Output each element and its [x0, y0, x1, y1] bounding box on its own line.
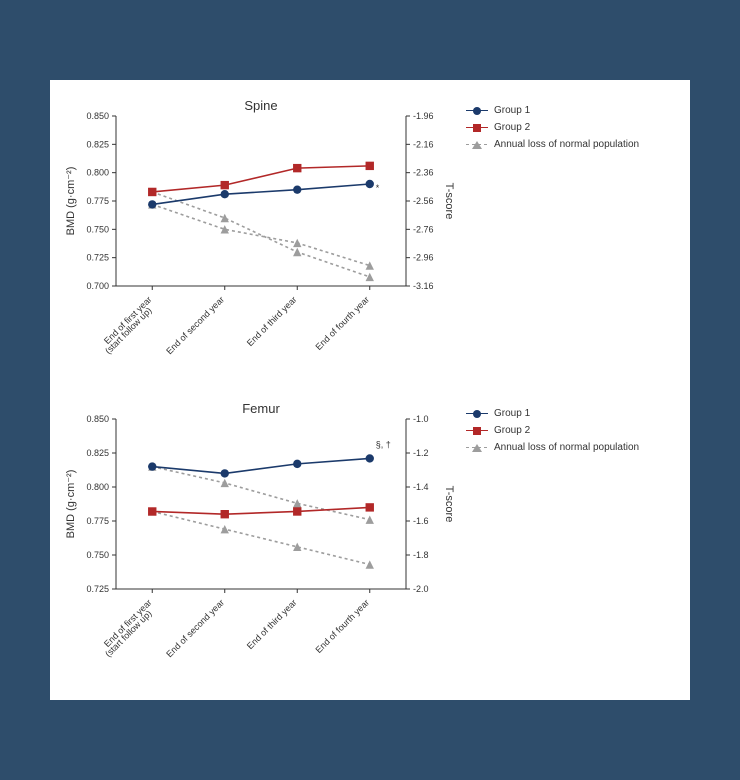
svg-text:-3.16: -3.16 — [413, 281, 434, 291]
svg-text:End of first year: End of first year — [102, 294, 154, 346]
svg-text:End of third year: End of third year — [245, 597, 299, 651]
legend-label: Group 1 — [494, 102, 530, 119]
svg-text:-1.0: -1.0 — [413, 414, 429, 424]
svg-text:-1.96: -1.96 — [413, 111, 434, 121]
svg-text:BMD (g·cm⁻²): BMD (g·cm⁻²) — [65, 470, 77, 539]
svg-text:*: * — [376, 183, 380, 193]
legend-label: Annual loss of normal population — [494, 439, 639, 456]
svg-text:-2.36: -2.36 — [413, 168, 434, 178]
svg-text:0.825: 0.825 — [86, 139, 109, 149]
svg-text:End of second year: End of second year — [164, 597, 226, 659]
svg-text:0.750: 0.750 — [86, 224, 109, 234]
svg-text:Spine: Spine — [244, 98, 277, 113]
legend-label: Annual loss of normal population — [494, 136, 639, 153]
svg-text:-1.2: -1.2 — [413, 448, 429, 458]
chart-spine: Spine 0.700 0.725 0.750 0.775 0.800 0.825 0.850… — [60, 94, 456, 369]
legend-item-group2: Group 2 — [466, 119, 639, 136]
svg-text:End of first year: End of first year — [102, 597, 154, 649]
legend-item-group1: Group 1 — [466, 405, 639, 422]
svg-text:0.750: 0.750 — [86, 550, 109, 560]
figure-panel: Spine 0.700 0.725 0.750 0.775 0.800 0.825 0.850… — [50, 80, 690, 700]
svg-text:-2.96: -2.96 — [413, 253, 434, 263]
legend-item-group2: Group 2 — [466, 422, 639, 439]
legend-label: Group 2 — [494, 422, 530, 439]
legend-item-annual: Annual loss of normal population — [466, 136, 639, 153]
legend-label: Group 1 — [494, 405, 530, 422]
legend-item-group1: Group 1 — [466, 102, 639, 119]
svg-text:-2.16: -2.16 — [413, 139, 434, 149]
svg-text:0.850: 0.850 — [86, 414, 109, 424]
svg-text:0.725: 0.725 — [86, 253, 109, 263]
svg-text:End of fourth year: End of fourth year — [314, 294, 372, 352]
svg-text:End of second year: End of second year — [164, 294, 226, 356]
legend-item-annual: Annual loss of normal population — [466, 439, 639, 456]
svg-text:-1.6: -1.6 — [413, 516, 429, 526]
legend-femur: Group 1Group 2Annual loss of normal popu… — [466, 397, 639, 456]
svg-text:0.850: 0.850 — [86, 111, 109, 121]
svg-text:-1.4: -1.4 — [413, 482, 429, 492]
svg-text:§, †: §, † — [376, 440, 391, 450]
svg-text:0.800: 0.800 — [86, 482, 109, 492]
legend-label: Group 2 — [494, 119, 530, 136]
svg-text:0.825: 0.825 — [86, 448, 109, 458]
svg-text:0.800: 0.800 — [86, 168, 109, 178]
svg-text:End of fourth year: End of fourth year — [314, 597, 372, 655]
svg-text:0.775: 0.775 — [86, 516, 109, 526]
svg-text:0.775: 0.775 — [86, 196, 109, 206]
chart-femur: Femur 0.725 0.750 0.775 0.800 0.825 0.850 BMD (… — [60, 397, 456, 672]
svg-text:-2.56: -2.56 — [413, 196, 434, 206]
legend-spine: Group 1Group 2Annual loss of normal popu… — [466, 94, 639, 153]
svg-text:Femur: Femur — [242, 401, 280, 416]
svg-text:End of third year: End of third year — [245, 294, 299, 348]
chart-block-femur: Femur 0.725 0.750 0.775 0.800 0.825 0.850 BMD (… — [60, 397, 680, 672]
svg-text:0.725: 0.725 — [86, 584, 109, 594]
svg-text:-2.0: -2.0 — [413, 584, 429, 594]
svg-text:T-score: T-score — [443, 183, 455, 220]
svg-text:BMD (g·cm⁻²): BMD (g·cm⁻²) — [65, 167, 77, 236]
svg-text:-1.8: -1.8 — [413, 550, 429, 560]
svg-text:0.700: 0.700 — [86, 281, 109, 291]
svg-text:T-score: T-score — [443, 486, 455, 523]
svg-text:-2.76: -2.76 — [413, 224, 434, 234]
chart-block-spine: Spine 0.700 0.725 0.750 0.775 0.800 0.825 0.850… — [60, 94, 680, 369]
